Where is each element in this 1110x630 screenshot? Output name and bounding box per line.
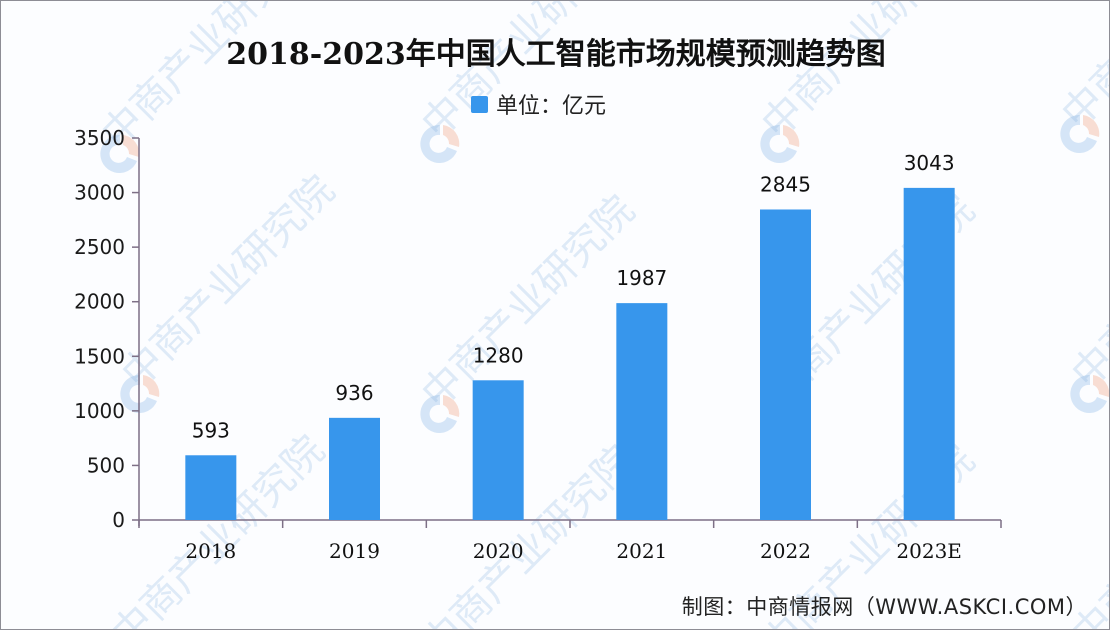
y-tick-label: 1500: [74, 344, 125, 368]
legend-swatch: [471, 95, 488, 113]
bar: [616, 303, 668, 520]
y-tick-label: 2500: [74, 235, 125, 259]
legend-label: 单位：亿元: [496, 94, 607, 119]
x-tick-label: 2019: [329, 539, 380, 563]
bar-group-2020: 1280 2020: [472, 343, 524, 563]
y-tick-label: 3500: [74, 126, 125, 150]
bar-group-2022: 2845 2022: [760, 172, 811, 563]
y-tick-label: 500: [87, 453, 125, 477]
bar-group-2019: 936 2019: [329, 381, 380, 563]
bar: [760, 209, 811, 520]
bar: [329, 417, 380, 520]
x-tick-label: 2022: [760, 539, 811, 563]
y-tick-label: 3000: [74, 181, 125, 205]
bar: [185, 455, 237, 520]
data-label: 1987: [616, 266, 667, 290]
x-tick-label: 2020: [473, 539, 524, 563]
bar-group-2021: 1987 2021: [616, 266, 668, 563]
source-credit: 制图：中商情报网（WWW.ASKCI.COM）: [681, 595, 1087, 619]
legend: 单位：亿元: [471, 89, 606, 119]
data-label: 3043: [904, 151, 955, 175]
chart-title: 2018-2023年中国人工智能市场规模预测趋势图: [226, 37, 886, 72]
y-tick-label: 1000: [74, 399, 125, 423]
bar-group-2023E: 3043 2023E: [896, 151, 962, 563]
data-label: 936: [335, 381, 373, 405]
bar: [903, 187, 955, 520]
x-tick-label: 2018: [185, 539, 236, 563]
data-label: 2845: [760, 172, 811, 196]
bar: [472, 380, 524, 520]
x-tick-label: 2023E: [896, 539, 962, 563]
data-label: 593: [192, 418, 230, 442]
data-label: 1280: [473, 343, 524, 367]
bar-group-2018: 593 2018: [185, 418, 237, 563]
x-tick-label: 2021: [616, 539, 667, 563]
y-tick-label: 2000: [74, 290, 125, 314]
y-tick-label: 0: [112, 508, 125, 532]
